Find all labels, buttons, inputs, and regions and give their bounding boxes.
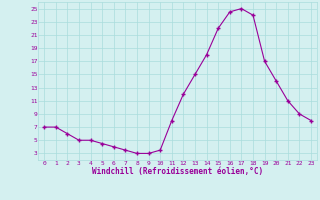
X-axis label: Windchill (Refroidissement éolien,°C): Windchill (Refroidissement éolien,°C) — [92, 167, 263, 176]
